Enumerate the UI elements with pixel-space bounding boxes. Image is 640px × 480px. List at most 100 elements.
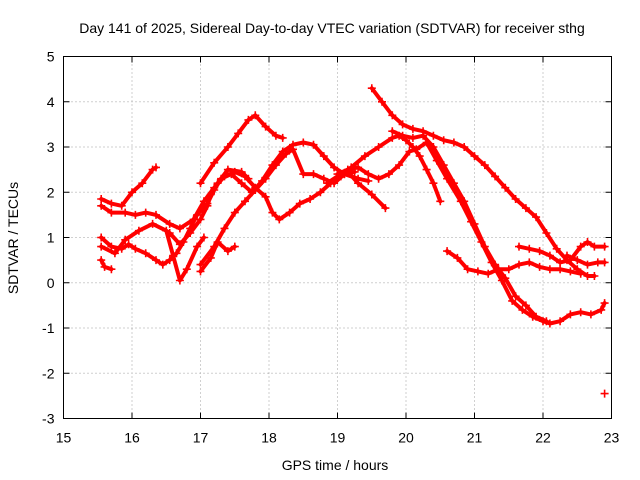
x-tick-label: 20 — [398, 430, 414, 446]
x-tick-label: 23 — [604, 430, 620, 446]
data-point — [460, 197, 469, 206]
data-point — [203, 201, 212, 210]
data-point — [590, 242, 599, 251]
data-point — [429, 131, 438, 140]
data-point — [193, 210, 202, 219]
data-point — [521, 301, 530, 310]
data-point — [193, 242, 202, 251]
data-point — [360, 152, 369, 161]
data-point — [210, 158, 219, 167]
data-point — [128, 188, 136, 197]
data-point — [429, 143, 438, 151]
series-track-15 — [515, 238, 609, 267]
data-point — [501, 274, 510, 283]
data-point — [210, 242, 219, 251]
data-point — [230, 242, 239, 251]
data-point — [152, 256, 160, 265]
data-point — [97, 233, 106, 242]
data-point — [586, 310, 595, 319]
data-point — [234, 129, 243, 138]
data-point — [309, 140, 318, 149]
series-track-14 — [443, 247, 585, 278]
data-point — [374, 174, 383, 183]
data-point — [556, 265, 565, 274]
data-point — [576, 269, 585, 278]
data-point — [473, 267, 482, 276]
x-tick-label: 15 — [56, 430, 72, 446]
data-point — [244, 115, 253, 124]
series-track-1 — [97, 163, 160, 210]
data-point — [271, 131, 280, 140]
data-point — [597, 305, 606, 314]
data-point — [199, 233, 208, 242]
data-point — [319, 174, 328, 183]
data-point — [138, 179, 147, 188]
data-point — [354, 174, 363, 183]
series-track-8 — [196, 111, 287, 188]
data-point — [405, 147, 414, 156]
data-point — [230, 208, 239, 217]
series-track-16 — [563, 251, 609, 269]
series-track-13 — [388, 127, 551, 326]
data-point — [261, 192, 270, 201]
data-point — [289, 145, 297, 154]
data-point — [237, 179, 246, 188]
data-point — [97, 201, 106, 210]
data-point — [175, 240, 184, 249]
data-point — [463, 265, 472, 274]
x-tick-label: 22 — [535, 430, 551, 446]
data-point — [244, 174, 253, 183]
data-point — [600, 299, 609, 308]
data-point — [285, 208, 294, 217]
x-tick-label: 19 — [330, 430, 346, 446]
data-point — [110, 249, 119, 258]
data-point — [275, 215, 284, 224]
data-point — [381, 204, 390, 213]
data-point — [398, 131, 407, 140]
data-point — [186, 229, 195, 237]
data-point — [515, 260, 523, 269]
y-tick-label: -2 — [42, 365, 55, 381]
data-point — [436, 197, 445, 206]
series-track-6 — [165, 165, 253, 249]
data-point — [419, 131, 428, 140]
data-point — [206, 253, 215, 262]
x-tick-label: 16 — [124, 430, 140, 446]
data-point — [491, 260, 500, 269]
data-point — [121, 208, 130, 217]
data-point — [271, 161, 280, 170]
data-point — [515, 242, 523, 251]
data-point — [309, 170, 318, 179]
data-point — [384, 170, 393, 179]
data-point — [261, 122, 270, 131]
data-point — [484, 269, 493, 278]
data-point — [600, 242, 609, 251]
y-tick-label: -1 — [42, 320, 55, 336]
data-point — [278, 133, 287, 142]
data-point — [124, 240, 133, 249]
data-point — [364, 176, 373, 185]
data-point — [131, 244, 140, 253]
x-tick-label: 18 — [261, 430, 277, 446]
y-tick-label: 1 — [47, 230, 55, 246]
data-point — [374, 143, 383, 151]
data-point — [388, 127, 397, 136]
data-point — [223, 165, 232, 174]
data-point — [148, 219, 157, 228]
data-point — [107, 265, 116, 274]
data-point — [583, 238, 592, 246]
data-point — [412, 145, 421, 154]
data-point — [552, 244, 561, 253]
data-point — [395, 161, 404, 170]
data-point — [319, 152, 328, 161]
data-series — [97, 84, 609, 398]
data-point — [316, 188, 325, 197]
data-point — [169, 251, 178, 260]
data-point — [388, 111, 397, 120]
data-point — [131, 210, 140, 219]
data-point — [158, 260, 167, 269]
chart-title: Day 141 of 2025, Sidereal Day-to-day VTE… — [79, 20, 585, 36]
data-point — [100, 262, 109, 271]
y-tick-label: 2 — [47, 184, 55, 200]
